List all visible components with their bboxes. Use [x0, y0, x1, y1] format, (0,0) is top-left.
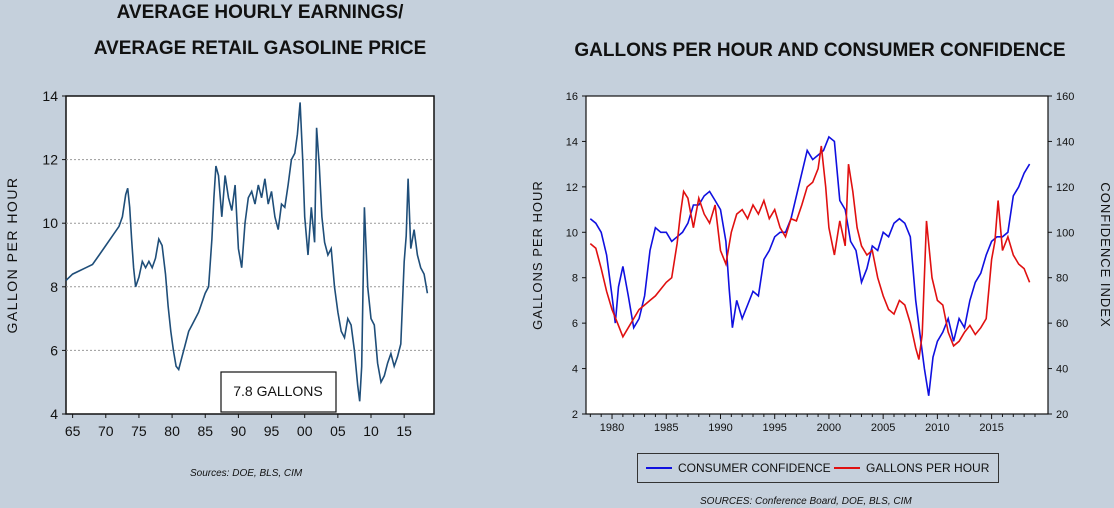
right-y-tick-label: 4 — [572, 364, 578, 376]
left-x-tick-label: 00 — [297, 423, 313, 439]
legend-label-consumer-confidence: CONSUMER CONFIDENCE — [678, 461, 831, 475]
right-x-tick-label: 1980 — [600, 422, 624, 434]
annotation-box — [220, 371, 337, 413]
right-x-tick-label: 2000 — [817, 422, 841, 434]
right-x-tick-label: 2015 — [979, 422, 1003, 434]
left-x-tick-label: 75 — [131, 423, 147, 439]
right-chart-sources: SOURCES: Conference Board, DOE, BLS, CIM — [700, 496, 912, 507]
left-y-tick-label: 6 — [50, 342, 58, 358]
left-chart-title-line2: AVERAGE RETAIL GASOLINE PRICE — [93, 38, 427, 59]
right-chart-title: GALLONS PER HOUR AND CONSUMER CONFIDENCE — [574, 40, 1066, 61]
left-chart-title-line1: AVERAGE HOURLY EARNINGS/ — [116, 2, 404, 23]
right-y2-tick-label: 100 — [1056, 227, 1074, 239]
left-x-tick-label: 15 — [396, 423, 412, 439]
right-y2-tick-label: 160 — [1056, 91, 1074, 103]
left-chart-sources: Sources: DOE, BLS, CIM — [190, 468, 303, 479]
right-y-axis-label: GALLONS PER HOUR — [530, 180, 545, 330]
right-y2-tick-label: 120 — [1056, 182, 1074, 194]
right-x-tick-label: 2005 — [871, 422, 895, 434]
legend-swatch-consumer-confidence — [646, 467, 672, 469]
annotation-text: 7.8 GALLONS — [233, 383, 323, 399]
consumer-confidence-line — [589, 135, 1031, 396]
right-y-tick-label: 12 — [566, 182, 578, 194]
left-x-tick-label: 80 — [164, 423, 180, 439]
right-y2-tick-label: 60 — [1056, 318, 1068, 330]
left-y-tick-label: 10 — [42, 215, 58, 231]
right-y2-tick-label: 40 — [1056, 364, 1068, 376]
left-x-tick-label: 70 — [98, 423, 114, 439]
gallons-per-hour-line — [589, 145, 1031, 360]
right-y2-tick-label: 80 — [1056, 273, 1068, 285]
left-series-line — [65, 102, 429, 402]
legend-item-consumer-confidence: CONSUMER CONFIDENCE — [646, 461, 831, 475]
right-y-tick-label: 16 — [566, 91, 578, 103]
left-x-tick-label: 05 — [330, 423, 346, 439]
left-y-tick-label: 12 — [42, 152, 58, 168]
right-x-tick-label: 1990 — [708, 422, 732, 434]
left-y-tick-label: 14 — [42, 88, 58, 104]
right-y2-tick-label: 20 — [1056, 409, 1068, 421]
right-y2-axis-label: CONFIDENCE INDEX — [1098, 182, 1113, 327]
legend-item-gallons-per-hour: GALLONS PER HOUR — [834, 461, 989, 475]
right-plot-area — [585, 95, 1049, 415]
right-chart-legend: CONSUMER CONFIDENCE GALLONS PER HOUR — [637, 453, 999, 483]
right-y2-tick-label: 140 — [1056, 136, 1074, 148]
right-y-tick-label: 8 — [572, 273, 578, 285]
left-y-tick-label: 4 — [50, 406, 58, 422]
right-x-tick-label: 2010 — [925, 422, 949, 434]
left-x-tick-label: 85 — [197, 423, 213, 439]
right-x-tick-label: 1995 — [762, 422, 786, 434]
left-x-tick-label: 65 — [65, 423, 81, 439]
right-y-tick-label: 10 — [566, 227, 578, 239]
right-y-tick-label: 2 — [572, 409, 578, 421]
right-y-tick-label: 14 — [566, 136, 578, 148]
legend-label-gallons-per-hour: GALLONS PER HOUR — [866, 461, 990, 475]
left-x-tick-label: 90 — [231, 423, 247, 439]
left-y-axis-label: GALLON PER HOUR — [4, 176, 20, 333]
legend-swatch-gallons-per-hour — [834, 467, 860, 469]
right-x-tick-label: 1985 — [654, 422, 678, 434]
left-x-tick-label: 95 — [264, 423, 280, 439]
left-plot-area — [65, 95, 435, 415]
left-y-tick-label: 8 — [50, 279, 58, 295]
left-x-tick-label: 10 — [363, 423, 379, 439]
right-y-tick-label: 6 — [572, 318, 578, 330]
